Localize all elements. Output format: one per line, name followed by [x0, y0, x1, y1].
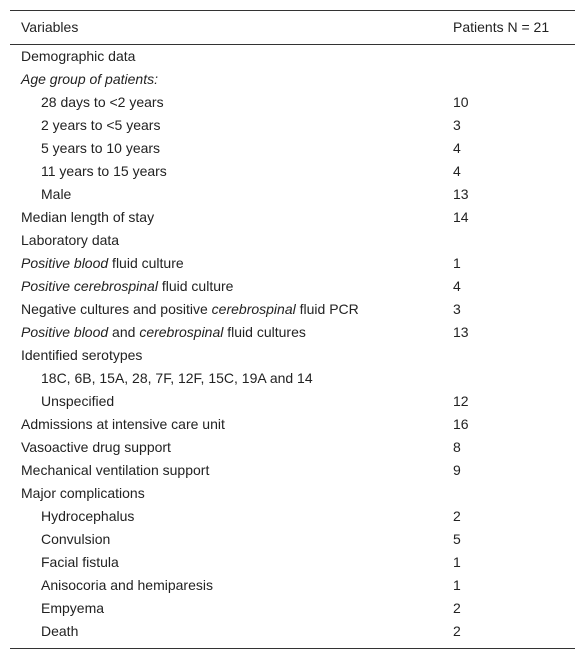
- row-label: Negative cultures and positive cerebrosp…: [21, 298, 359, 321]
- row-label: Vasoactive drug support: [21, 436, 171, 459]
- label-text: Demographic data: [21, 48, 136, 64]
- label-text: 11 years to 15 years: [41, 163, 167, 179]
- label-text: Major complications: [21, 485, 145, 501]
- row-value: 5: [453, 531, 461, 547]
- label-text: fluid culture: [157, 278, 234, 294]
- bottom-rule: [10, 648, 575, 649]
- label-text: 18C, 6B, 15A, 28, 7F, 12F, 15C, 19A and …: [41, 370, 313, 386]
- header-rule: [10, 44, 575, 45]
- label-text: Anisocoria and hemiparesis: [41, 577, 213, 593]
- row-label: 2 years to <5 years: [41, 114, 160, 137]
- row-value: 14: [453, 209, 469, 225]
- row-label: Positive blood fluid culture: [21, 252, 184, 275]
- row-label: 18C, 6B, 15A, 28, 7F, 12F, 15C, 19A and …: [41, 367, 313, 390]
- label-text: Death: [41, 623, 79, 639]
- row-label: Laboratory data: [21, 229, 119, 252]
- row-label: Age group of patients:: [21, 68, 158, 91]
- row-value: 2: [453, 600, 461, 616]
- label-text: Empyema: [41, 600, 105, 616]
- label-text: Hydrocephalus: [41, 508, 135, 524]
- row-label: Mechanical ventilation support: [21, 459, 209, 482]
- label-text: 2 years to <5 years: [41, 117, 161, 133]
- label-text: cerebrospinal: [139, 324, 224, 340]
- row-value: 1: [453, 255, 461, 271]
- label-text: Positive blood: [21, 255, 109, 271]
- label-text: Unspecified: [41, 393, 115, 409]
- row-value: 4: [453, 163, 461, 179]
- row-label: Admissions at intensive care unit: [21, 413, 225, 436]
- row-label: Demographic data: [21, 45, 135, 68]
- row-label: Convulsion: [41, 528, 110, 551]
- row-label: Anisocoria and hemiparesis: [41, 574, 213, 597]
- row-value: 2: [453, 508, 461, 524]
- label-text: Positive blood: [21, 324, 109, 340]
- label-text: 28 days to <2 years: [41, 94, 164, 110]
- header-patients: Patients N = 21: [453, 19, 550, 35]
- top-rule: [10, 10, 575, 11]
- row-label: Male: [41, 183, 71, 206]
- label-text: fluid culture: [108, 255, 184, 271]
- row-label: 11 years to 15 years: [41, 160, 167, 183]
- label-text: Identified serotypes: [21, 347, 143, 363]
- row-value: 13: [453, 324, 469, 340]
- row-label: Unspecified: [41, 390, 114, 413]
- row-label: Positive blood and cerebrospinal fluid c…: [21, 321, 306, 344]
- label-text: Convulsion: [41, 531, 111, 547]
- header-variables: Variables: [21, 19, 79, 35]
- row-value: 2: [453, 623, 461, 639]
- row-label: 5 years to 10 years: [41, 137, 160, 160]
- row-value: 4: [453, 140, 461, 156]
- row-label: Death: [41, 620, 78, 643]
- row-label: Positive cerebrospinal fluid culture: [21, 275, 233, 298]
- row-label: Hydrocephalus: [41, 505, 134, 528]
- label-text: Laboratory data: [21, 232, 120, 248]
- row-value: 12: [453, 393, 469, 409]
- label-text: Admissions at intensive care unit: [21, 416, 225, 432]
- row-label: Identified serotypes: [21, 344, 142, 367]
- label-text: Age group of patients:: [21, 71, 158, 87]
- row-value: 1: [453, 554, 461, 570]
- label-text: fluid cultures: [223, 324, 306, 340]
- row-value: 3: [453, 301, 461, 317]
- row-value: 10: [453, 94, 469, 110]
- label-text: and: [108, 324, 140, 340]
- row-label: Empyema: [41, 597, 104, 620]
- row-value: 9: [453, 462, 461, 478]
- label-text: 5 years to 10 years: [41, 140, 161, 156]
- label-text: Positive cerebrospinal: [21, 278, 158, 294]
- row-label: Facial fistula: [41, 551, 119, 574]
- label-text: fluid PCR: [295, 301, 359, 317]
- row-value: 16: [453, 416, 469, 432]
- row-label: Median length of stay: [21, 206, 154, 229]
- label-text: Facial fistula: [41, 554, 119, 570]
- row-value: 3: [453, 117, 461, 133]
- label-text: Mechanical ventilation support: [21, 462, 210, 478]
- row-value: 1: [453, 577, 461, 593]
- row-value: 13: [453, 186, 469, 202]
- row-value: 4: [453, 278, 461, 294]
- label-text: Negative cultures and positive: [21, 301, 212, 317]
- label-text: Male: [41, 186, 72, 202]
- label-text: cerebrospinal: [211, 301, 296, 317]
- row-value: 8: [453, 439, 461, 455]
- row-label: 28 days to <2 years: [41, 91, 164, 114]
- label-text: Median length of stay: [21, 209, 155, 225]
- label-text: Vasoactive drug support: [21, 439, 171, 455]
- row-label: Major complications: [21, 482, 145, 505]
